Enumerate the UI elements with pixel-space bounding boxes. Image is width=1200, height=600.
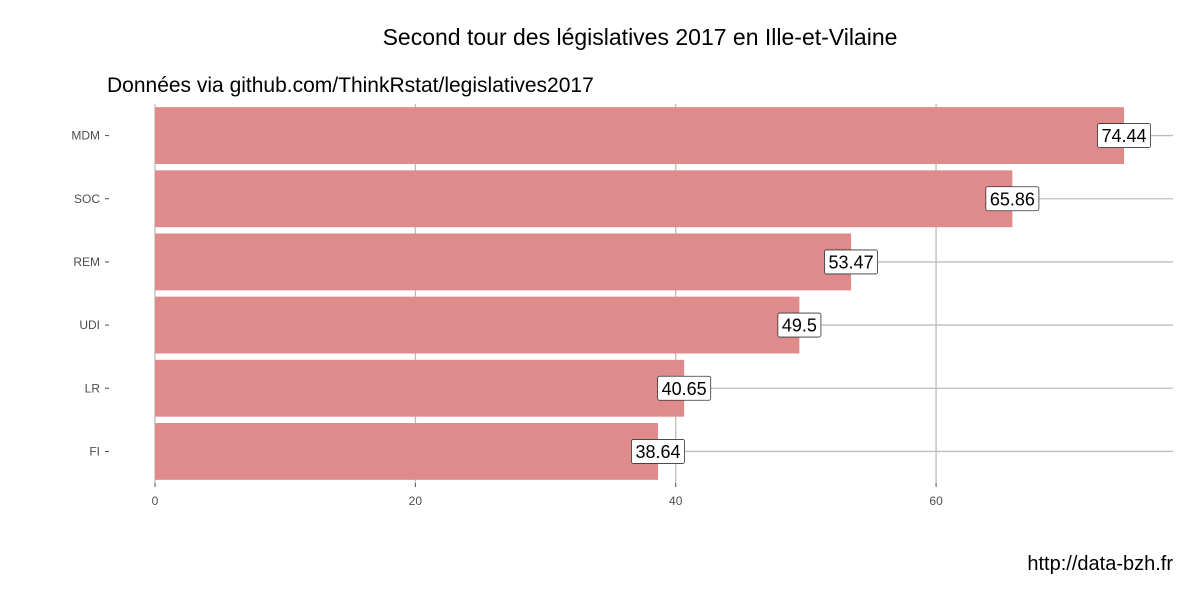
y-tick-label: REM: [73, 255, 100, 269]
data-label: 38.64: [631, 439, 685, 464]
y-tick-label: UDI: [79, 318, 100, 332]
data-label: 74.44: [1097, 123, 1151, 148]
data-label-text: 38.64: [635, 442, 680, 462]
bar-lr: [155, 359, 685, 417]
data-label-box: [777, 312, 822, 338]
data-label-box: [985, 186, 1040, 212]
y-tick-label: MDM: [71, 129, 100, 143]
chart-caption: http://data-bzh.fr: [1027, 553, 1173, 575]
y-axis: MDM SOC REM UDI LR FI: [71, 129, 109, 458]
bar-soc: [155, 170, 1013, 228]
data-label-text: 65.86: [990, 189, 1035, 209]
data-label: 49.5: [777, 312, 822, 338]
x-tick-label: 40: [669, 494, 683, 508]
data-label: 53.47: [824, 249, 878, 275]
data-label-box: [1097, 123, 1151, 148]
y-tick-label: FI: [89, 444, 100, 458]
data-label-text: 53.47: [829, 252, 874, 272]
bars: [155, 107, 1125, 480]
bar-udi: [155, 296, 800, 354]
data-labels: 74.44 65.86 53.47 49.5 40.65 38.64: [631, 123, 1151, 464]
data-label-box: [631, 439, 685, 464]
bar-mdm: [155, 107, 1125, 165]
y-tick-label: LR: [85, 381, 101, 395]
y-tick-label: SOC: [74, 192, 100, 206]
data-label-text: 40.65: [662, 379, 707, 399]
x-tick-label: 60: [929, 494, 943, 508]
data-label-box: [657, 375, 712, 401]
data-label-box: [824, 249, 878, 275]
data-label-text: 74.44: [1102, 126, 1147, 146]
x-axis: 0 20 40 60: [152, 483, 943, 508]
chart-title: Second tour des législatives 2017 en Ill…: [383, 24, 898, 50]
data-label: 40.65: [657, 375, 712, 401]
chart-subtitle: Données via github.com/ThinkRstat/legisl…: [107, 74, 594, 97]
x-tick-label: 0: [152, 494, 159, 508]
data-label-text: 49.5: [782, 316, 817, 336]
x-tick-label: 20: [409, 494, 423, 508]
bar-fi: [155, 422, 659, 480]
data-label: 65.86: [985, 186, 1040, 212]
bar-rem: [155, 233, 852, 291]
